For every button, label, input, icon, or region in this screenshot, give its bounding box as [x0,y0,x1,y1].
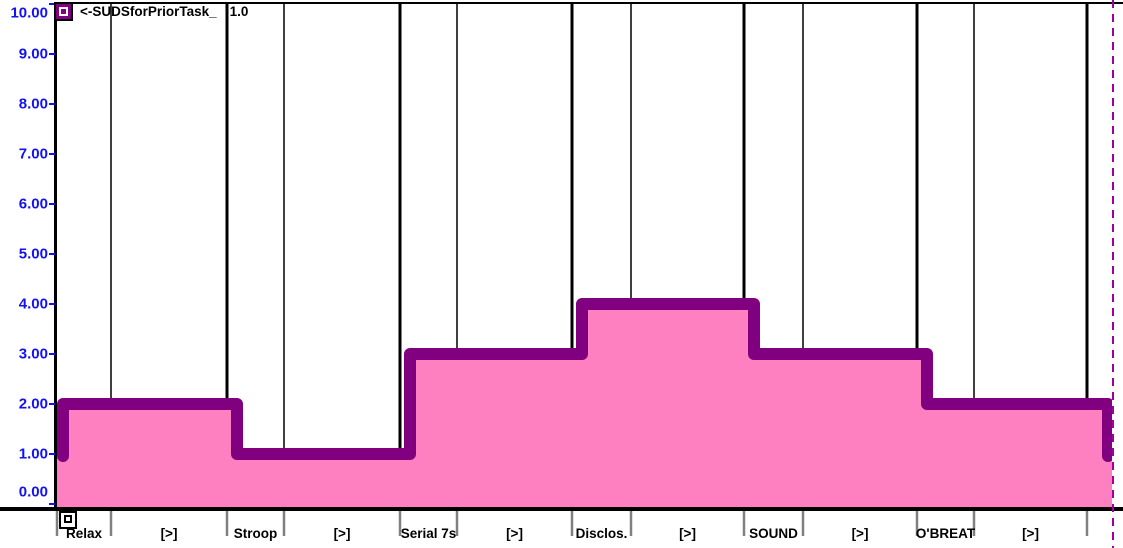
x-section-label: Serial 7s [401,526,457,541]
y-axis-label: 0.00 [19,484,48,501]
x-section-label: Disclos. [576,526,628,541]
y-axis-label: 3.00 [19,346,48,363]
event-marker-inner-square [64,515,72,523]
x-section-label: SOUND [749,526,798,541]
x-section-label: [>] [506,526,523,541]
y-axis-label: 9.00 [19,46,48,63]
y-axis-label: 8.00 [19,96,48,113]
event-marker-icon [59,511,77,529]
x-section-label: [>] [161,526,178,541]
x-section-label: [>] [852,526,869,541]
y-axis-label: 5.00 [19,246,48,263]
y-axis-label: 1.00 [19,446,48,463]
x-section-label: O'BREAT [916,526,976,541]
x-section-label: Relax [66,526,103,541]
y-axis-label: 10.00 [10,5,48,22]
y-axis-label: 6.00 [19,196,48,213]
y-axis-label: 2.00 [19,396,48,413]
x-section-label: Stroop [234,526,278,541]
series-step-line [57,298,1114,462]
y-axis-label: 4.00 [19,296,48,313]
x-section-label: [>] [334,526,351,541]
x-section-label: [>] [679,526,696,541]
x-section-label: [>] [1022,526,1039,541]
y-axis-label: 7.00 [19,146,48,163]
